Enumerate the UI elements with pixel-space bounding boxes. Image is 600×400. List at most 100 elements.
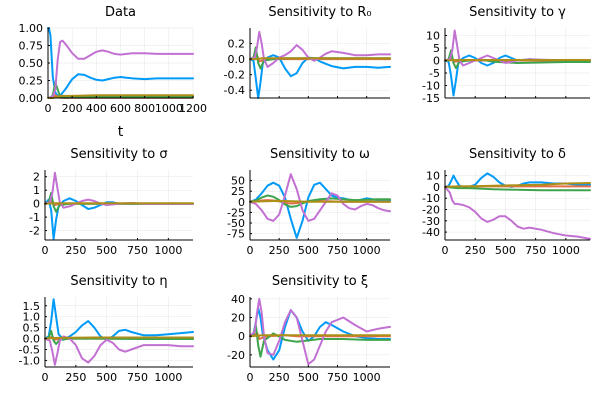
x-tick-label: 1000 [155, 102, 183, 115]
x-tick-label: 500 [96, 244, 117, 257]
y-tick-label: -20 [227, 349, 245, 362]
x-tick-label: 750 [127, 371, 148, 384]
x-tick-label: 0 [247, 244, 254, 257]
x-tick-label: 750 [327, 371, 348, 384]
series-line [47, 27, 194, 97]
y-tick-label: -1.0 [19, 354, 40, 367]
y-tick-label: -20 [422, 204, 440, 217]
chart-title: Sensitivity to η [70, 274, 167, 289]
y-tick-label: 50 [231, 175, 245, 188]
series-line [249, 194, 391, 208]
series-line [249, 200, 391, 203]
chart-title: Sensitivity to δ [469, 147, 566, 162]
chart-title: Data [105, 5, 136, 20]
x-tick-label: 750 [525, 244, 546, 257]
y-tick-label: 20 [231, 312, 245, 325]
x-tick-label: 750 [127, 244, 148, 257]
y-tick-label: -10 [422, 192, 440, 205]
y-tick-label: -2 [29, 225, 40, 238]
chart-title: Sensitivity to R₀ [268, 5, 371, 20]
y-tick-label: 1.0 [23, 311, 41, 324]
chart-title: Sensitivity to ξ [272, 274, 368, 289]
x-tick-label: 600 [110, 102, 131, 115]
x-tick-label: 250 [65, 244, 86, 257]
series-line [444, 182, 591, 188]
x-tick-label: 1000 [353, 244, 381, 257]
chart-panel: 0 250 500 750 1000-75-50-2502550Sensitivity … [227, 147, 391, 257]
x-tick-label: 750 [327, 244, 348, 257]
chart-panel: -0.4 -0.2 0.0 0.2 Sensitivity to R₀ [224, 5, 391, 99]
y-tick-label: 0.0 [23, 333, 41, 346]
y-tick-label: 0 [433, 55, 440, 68]
y-tick-label: -5 [429, 67, 440, 80]
x-tick-label: 200 [62, 102, 83, 115]
x-tick-label: 1000 [552, 244, 580, 257]
series-line [249, 324, 391, 358]
series-line [249, 334, 391, 338]
y-tick-label: 10 [426, 30, 440, 43]
y-tick-label: 0.5 [23, 322, 41, 335]
y-tick-label: 10 [426, 170, 440, 183]
series-line [249, 297, 391, 366]
chart-panel: 0 250 500 750 1000 -1.0-0.50.00.51.01.5 Sensit… [19, 274, 194, 384]
x-tick-label: 400 [86, 102, 107, 115]
x-tick-label: 0 [42, 244, 49, 257]
y-tick-label: 2 [33, 171, 40, 184]
y-tick-label: -1 [29, 211, 40, 224]
x-tick-label: 0 [442, 244, 449, 257]
x-tick-label: 250 [465, 244, 486, 257]
series-line [444, 185, 591, 240]
y-tick-label: -0.4 [224, 84, 245, 97]
x-tick-label: 500 [298, 244, 319, 257]
y-tick-label: 5 [433, 42, 440, 55]
x-tick-label: 800 [134, 102, 155, 115]
chart-title: Sensitivity to ω [270, 147, 370, 162]
y-tick-label: 0 [238, 330, 245, 343]
series-line [44, 335, 194, 366]
y-tick-label: 0.25 [19, 75, 44, 88]
y-tick-label: -75 [227, 228, 245, 241]
y-tick-label: -30 [422, 215, 440, 228]
y-tick-label: -50 [227, 217, 245, 230]
y-tick-label: -25 [227, 206, 245, 219]
y-tick-label: 0.00 [19, 92, 44, 105]
chart-title: Sensitivity to γ [469, 5, 566, 20]
series-line [44, 191, 194, 213]
series-line [249, 307, 391, 361]
y-tick-label: 0 [238, 196, 245, 209]
series-line [44, 298, 194, 341]
y-tick-label: -15 [422, 92, 440, 105]
chart-title: Sensitivity to σ [70, 147, 167, 162]
series-line [44, 336, 194, 340]
series-line [444, 185, 591, 192]
x-tick-label: 250 [65, 371, 86, 384]
x-tick-label: 500 [298, 371, 319, 384]
y-tick-label: -40 [422, 226, 440, 239]
x-tick-label: 250 [269, 244, 290, 257]
x-tick-label: 1000 [154, 371, 182, 384]
y-tick-label: -0.2 [224, 69, 245, 82]
y-tick-label: 0 [33, 198, 40, 211]
y-tick-label: -10 [422, 80, 440, 93]
series-line [47, 39, 194, 99]
y-tick-label: 40 [231, 293, 245, 306]
y-tick-label: 0.75 [19, 40, 44, 53]
series-line [249, 57, 391, 61]
y-tick-label: 0 [433, 181, 440, 194]
x-tick-label: 0 [45, 102, 52, 115]
y-tick-label: 1.5 [23, 300, 41, 313]
series-line [444, 59, 591, 62]
series-line [249, 173, 391, 222]
series-line [444, 172, 591, 188]
x-tick-label: 500 [495, 244, 516, 257]
y-tick-label: 25 [231, 185, 245, 198]
series-line [249, 54, 391, 99]
x-tick-label: 0 [42, 371, 49, 384]
series-line [249, 181, 391, 239]
chart-panel: 0 250 500 750 1000-40-30-20-10010Sensitivity… [422, 147, 591, 257]
x-tick-label: 1000 [353, 371, 381, 384]
